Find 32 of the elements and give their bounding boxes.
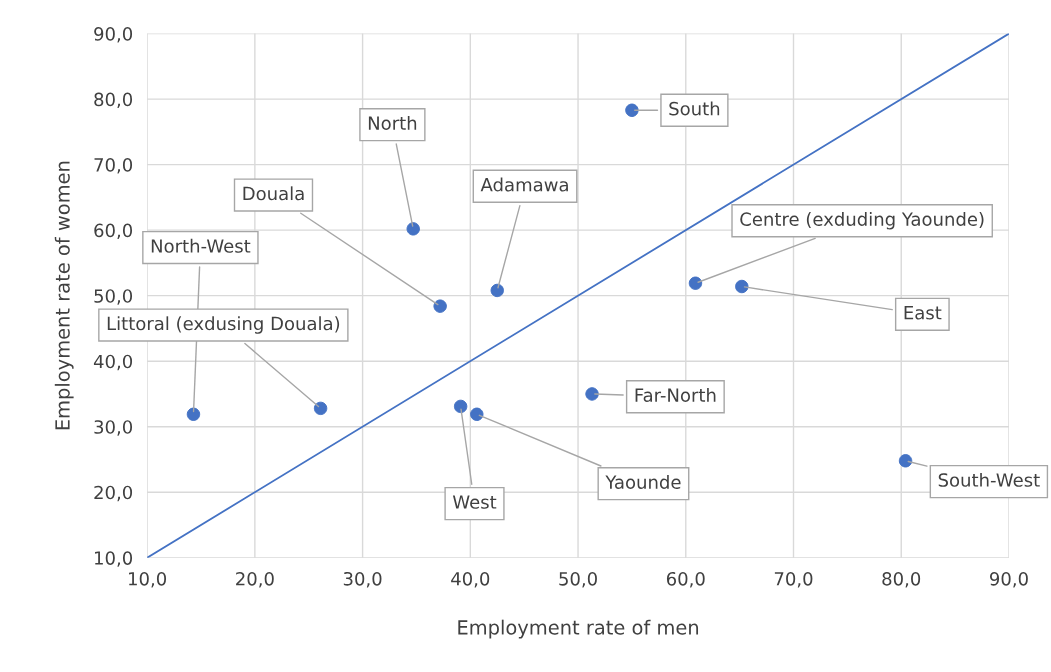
annotation: Adamawa: [480, 177, 568, 192]
y-tick-label: 40,0: [93, 354, 133, 371]
y-tick-label: 50,0: [94, 289, 133, 305]
annotation: South-West: [938, 472, 1040, 487]
y-tick-label: 90,0: [94, 27, 133, 43]
annotation: Littoral (exdusing Douala): [107, 316, 340, 334]
y-tick-label: 60,0: [94, 223, 133, 240]
annotation: West: [452, 495, 497, 509]
y-tick-label: 80,0: [94, 92, 133, 109]
y-tick-label: 20,0: [94, 485, 133, 502]
x-tick-label: 40,0: [451, 571, 490, 588]
annotation: South: [669, 101, 720, 116]
x-tick-label: 10,0: [129, 571, 167, 588]
annotation: Centre (exduding Yaounde): [740, 211, 984, 230]
x-tick-label: 90,0: [990, 571, 1028, 588]
y-axis-title: Employment rate of women: [54, 161, 74, 430]
x-tick-label: 60,0: [666, 571, 705, 588]
annotation: East: [904, 306, 942, 320]
annotation: North-West: [151, 238, 251, 253]
y-tick-label: 30,0: [94, 420, 133, 436]
annotation: Far-North: [635, 388, 716, 402]
y-tick-label: 10,0: [95, 551, 133, 567]
x-axis-title: Employment rate of men: [458, 619, 699, 639]
x-tick-label: 80,0: [882, 571, 921, 588]
x-tick-label: 20,0: [236, 571, 274, 588]
annotation: Douala: [243, 186, 304, 201]
annotation: Yaounde: [605, 474, 681, 489]
annotation: North: [368, 115, 417, 130]
x-tick-label: 70,0: [774, 571, 813, 588]
x-tick-label: 30,0: [343, 571, 382, 588]
y-tick-label: 70,0: [94, 158, 133, 174]
x-tick-label: 50,0: [559, 571, 597, 588]
